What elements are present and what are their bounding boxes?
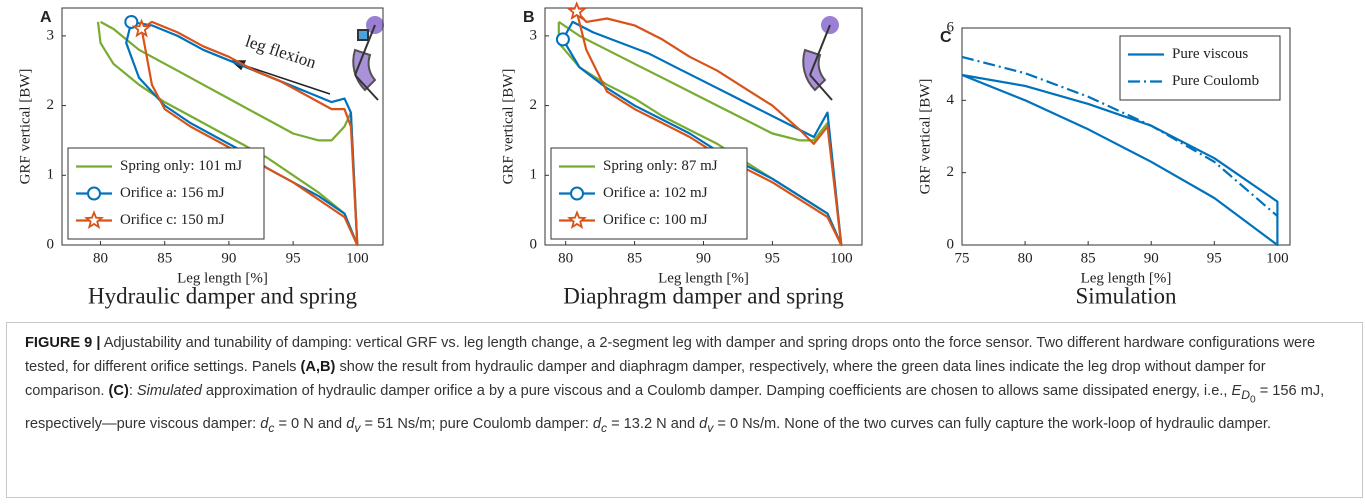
caption-run: = 156 mJ, respectively—pure viscous damp… xyxy=(25,383,1325,433)
x-axis-label: Leg length [%] xyxy=(177,270,268,286)
y-tick-label: 3 xyxy=(47,27,55,43)
plot-frame xyxy=(961,27,1291,246)
panel-label: A xyxy=(40,9,52,26)
caption-run: Simulated xyxy=(136,383,202,399)
subtitle: Hydraulic damper and spring xyxy=(88,283,357,308)
y-tick-label: 2 xyxy=(530,97,538,113)
panel-label: B xyxy=(523,9,535,26)
caption-run: c xyxy=(600,421,608,436)
marker xyxy=(131,18,152,38)
panel-label: C xyxy=(940,29,952,46)
plot-frame xyxy=(61,7,384,246)
caption-run: d xyxy=(346,416,355,433)
x-tick-label: 95 xyxy=(286,250,301,266)
caption-run: E xyxy=(1231,383,1242,399)
x-tick-label: 80 xyxy=(93,250,108,266)
x-tick-label: 80 xyxy=(558,250,573,266)
y-axis-label: GRF vertical [BW] xyxy=(500,69,516,185)
y-tick-label: 4 xyxy=(947,92,955,108)
marker xyxy=(555,32,570,47)
y-tick-label: 1 xyxy=(530,167,538,183)
legend-marker xyxy=(84,210,104,229)
caption-run: = 0 N and xyxy=(274,416,347,433)
y-axis-label: GRF vertical [BW] xyxy=(17,69,33,185)
legend-label: Orifice c: 100 mJ xyxy=(603,212,708,228)
y-tick-label: 6 xyxy=(947,19,955,35)
x-tick-label: 100 xyxy=(1266,250,1289,266)
y-tick-label: 0 xyxy=(530,236,538,252)
x-axis-label: Leg length [%] xyxy=(658,270,749,286)
legend-marker xyxy=(570,186,584,201)
x-tick-label: 100 xyxy=(346,250,369,266)
x-tick-label: 80 xyxy=(1018,250,1033,266)
y-tick-label: 0 xyxy=(47,236,55,252)
y-tick-label: 2 xyxy=(47,97,55,113)
caption-run: 0 xyxy=(1250,394,1256,406)
x-tick-label: 85 xyxy=(1081,250,1096,266)
subtitle: Simulation xyxy=(1076,283,1177,308)
caption-run: d xyxy=(592,416,601,433)
legend-label: Spring only: 87 mJ xyxy=(603,158,718,174)
data-line xyxy=(961,73,1279,247)
legend-label: Orifice a: 156 mJ xyxy=(120,185,225,201)
legend-marker xyxy=(87,186,101,201)
y-tick-label: 3 xyxy=(530,27,538,43)
x-tick-label: 95 xyxy=(1207,250,1222,266)
legend-marker xyxy=(567,210,587,229)
x-tick-label: 85 xyxy=(157,250,172,266)
caption-run: (C) xyxy=(108,383,129,399)
caption-run: = 51 Ns/m; pure Coulomb damper: xyxy=(360,416,593,433)
caption-run: FIGURE 9 | xyxy=(25,335,101,351)
x-axis-label: Leg length [%] xyxy=(1081,270,1172,286)
subtitle: Diaphragm damper and spring xyxy=(563,283,844,308)
annotation: leg flexion xyxy=(243,31,319,72)
legend-label: Spring only: 101 mJ xyxy=(120,158,242,174)
caption-run: D xyxy=(1241,387,1251,402)
caption-run: v xyxy=(707,421,714,436)
legend-label: Pure Coulomb xyxy=(1172,73,1259,89)
icon xyxy=(352,16,839,101)
caption-run: : xyxy=(128,383,137,399)
x-tick-label: 100 xyxy=(830,250,853,266)
legend-box xyxy=(1119,35,1281,101)
caption-run: d xyxy=(260,416,269,433)
y-tick-label: 1 xyxy=(47,167,55,183)
x-tick-label: 90 xyxy=(696,250,711,266)
caption-run: d xyxy=(699,416,708,433)
caption-run: v xyxy=(354,421,361,436)
data-line xyxy=(575,10,843,247)
caption-run: = 0 Ns/m. None of the two curves can ful… xyxy=(713,416,1271,433)
caption-run: = 13.2 N and xyxy=(607,416,700,433)
marker xyxy=(124,14,139,29)
data-line xyxy=(96,20,359,247)
y-axis-label: GRF vertical [BW] xyxy=(917,79,933,195)
caption-run: Adjustability and tunability of damping:… xyxy=(25,335,1316,375)
legend-label: Orifice c: 150 mJ xyxy=(120,212,225,228)
x-tick-label: 85 xyxy=(627,250,642,266)
x-tick-label: 90 xyxy=(221,250,236,266)
data-line xyxy=(140,20,359,247)
caption-run: approximation of hydraulic damper orific… xyxy=(201,383,1232,399)
x-tick-label: 75 xyxy=(955,250,970,266)
y-tick-label: 0 xyxy=(947,236,955,252)
legend-label: Orifice a: 102 mJ xyxy=(603,185,708,201)
x-tick-label: 95 xyxy=(765,250,780,266)
caption-run: (A,B) xyxy=(300,359,336,375)
caption: FIGURE 9 | Adjustability and tunability … xyxy=(6,322,1363,498)
data-line xyxy=(961,55,1279,217)
marker xyxy=(566,1,587,20)
y-tick-label: 2 xyxy=(947,164,955,180)
caption-run: c xyxy=(268,421,275,436)
x-tick-label: 90 xyxy=(1144,250,1159,266)
legend-label: Pure viscous xyxy=(1172,46,1248,62)
caption-run: show the result from hydraulic damper an… xyxy=(25,359,1266,399)
